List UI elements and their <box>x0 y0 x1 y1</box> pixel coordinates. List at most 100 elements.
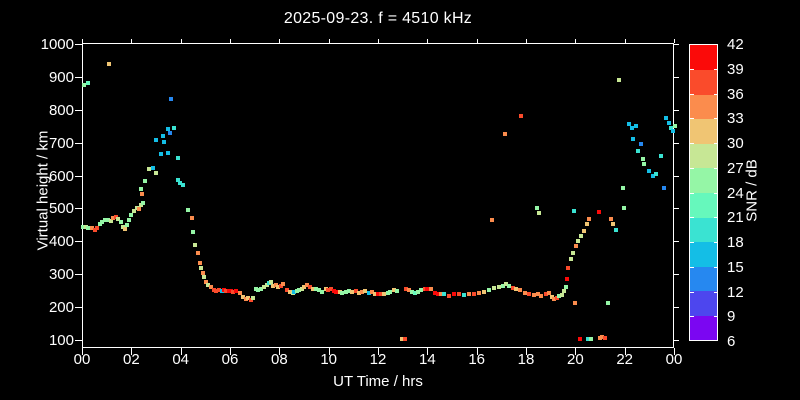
data-point <box>613 228 618 233</box>
data-point <box>487 288 492 293</box>
data-point <box>536 291 541 296</box>
data-point <box>581 228 586 233</box>
data-point <box>457 291 462 296</box>
data-point <box>176 177 181 182</box>
data-point <box>142 178 147 183</box>
x-tick <box>230 348 231 355</box>
data-point <box>477 290 482 295</box>
data-point <box>350 289 355 294</box>
data-point <box>472 291 477 296</box>
data-point <box>337 289 342 294</box>
y-tick <box>75 142 82 144</box>
data-point <box>436 291 441 296</box>
x-axis-label: UT Time / hrs <box>333 373 423 390</box>
colorbar-segment <box>690 94 717 120</box>
data-point <box>169 96 174 101</box>
data-point <box>388 289 393 294</box>
data-point <box>127 218 132 223</box>
data-point <box>357 290 362 295</box>
data-point <box>422 286 427 291</box>
data-point <box>504 282 509 287</box>
data-point <box>673 123 677 128</box>
data-point <box>522 290 527 295</box>
data-point <box>186 208 191 213</box>
data-point <box>370 289 375 294</box>
colorbar-tick <box>714 93 718 95</box>
data-point <box>416 289 421 294</box>
data-point <box>195 251 200 256</box>
colorbar-tick <box>714 118 718 120</box>
x-tick-top <box>427 39 429 43</box>
data-point <box>251 295 256 300</box>
data-point <box>202 275 207 280</box>
x-tick <box>180 348 182 355</box>
data-point <box>532 292 537 297</box>
colorbar-tick-label: 18 <box>727 234 744 251</box>
data-point <box>376 291 380 296</box>
x-tick <box>82 348 83 355</box>
x-tick-label: 00 <box>73 351 91 368</box>
y-tick <box>75 109 82 111</box>
data-point <box>402 337 407 342</box>
y-axis-label: Virtual height / km <box>34 130 52 251</box>
data-point <box>574 243 579 248</box>
data-point <box>634 123 639 128</box>
data-point <box>314 287 319 292</box>
y-tick <box>75 241 82 243</box>
x-tick-label: 18 <box>517 351 535 368</box>
data-point <box>299 287 304 292</box>
data-point <box>116 217 121 222</box>
data-point <box>161 139 166 144</box>
data-point <box>631 137 636 142</box>
data-point <box>572 209 577 214</box>
data-point <box>385 290 390 295</box>
y-tick-right <box>674 175 679 177</box>
x-tick-label: 04 <box>172 351 189 368</box>
x-tick-top <box>624 39 626 43</box>
colorbar-tick-label: 21 <box>727 209 744 227</box>
colorbar-tick-label: 24 <box>727 184 744 202</box>
data-point <box>103 218 108 223</box>
data-point <box>237 290 242 295</box>
data-point <box>172 125 177 130</box>
data-point <box>229 289 233 293</box>
data-point <box>671 128 676 133</box>
data-point <box>95 226 100 231</box>
data-point <box>588 337 593 342</box>
x-tick-label: 02 <box>122 351 140 368</box>
x-tick-top <box>180 39 182 43</box>
colorbar-tick <box>714 242 718 243</box>
data-point <box>234 289 239 293</box>
data-point <box>579 234 584 239</box>
data-point <box>617 77 622 82</box>
data-point <box>497 285 502 290</box>
data-point <box>100 220 105 225</box>
x-tick-top <box>131 39 133 43</box>
data-point <box>651 173 656 178</box>
y-tick-right <box>674 241 679 243</box>
x-tick <box>378 348 379 355</box>
data-point <box>204 280 209 285</box>
data-point <box>608 216 613 221</box>
data-point <box>394 289 399 293</box>
data-point <box>554 295 559 300</box>
y-tick <box>75 76 82 78</box>
x-tick-label: 16 <box>468 351 485 368</box>
x-tick-top <box>82 39 83 43</box>
data-point <box>125 223 130 228</box>
data-point <box>178 180 183 185</box>
data-point <box>105 218 110 223</box>
colorbar-segment <box>690 315 717 341</box>
data-point <box>219 289 224 293</box>
data-point <box>214 289 219 293</box>
x-tick-top <box>674 39 675 43</box>
data-point <box>409 289 414 294</box>
colorbar-segment <box>690 118 717 144</box>
data-point <box>367 290 372 295</box>
data-point <box>586 337 591 342</box>
x-tick-top <box>230 39 231 43</box>
data-point <box>138 187 143 192</box>
y-tick <box>75 44 82 45</box>
x-tick <box>131 348 133 355</box>
